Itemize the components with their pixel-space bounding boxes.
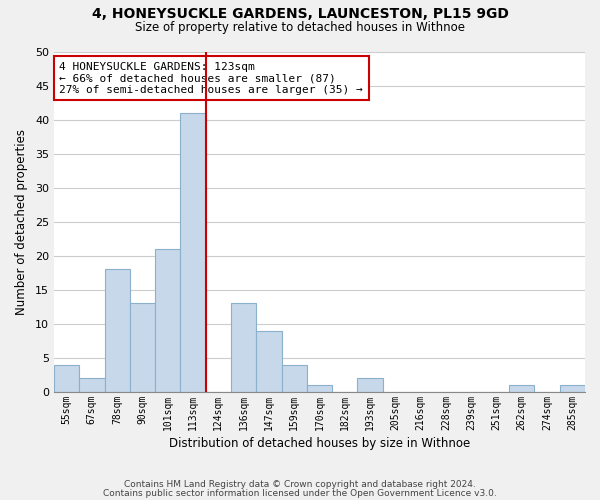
Bar (54, 365, 79, 392)
Bar (155, 249, 181, 392)
Text: Size of property relative to detached houses in Withnoe: Size of property relative to detached ho… (135, 21, 465, 34)
Bar (79, 378, 104, 392)
Text: Contains public sector information licensed under the Open Government Licence v3: Contains public sector information licen… (103, 488, 497, 498)
Text: 4 HONEYSUCKLE GARDENS: 123sqm
← 66% of detached houses are smaller (87)
27% of s: 4 HONEYSUCKLE GARDENS: 123sqm ← 66% of d… (59, 62, 363, 95)
Text: 4, HONEYSUCKLE GARDENS, LAUNCESTON, PL15 9GD: 4, HONEYSUCKLE GARDENS, LAUNCESTON, PL15… (92, 8, 508, 22)
Bar (104, 270, 130, 392)
Y-axis label: Number of detached properties: Number of detached properties (15, 129, 28, 315)
Bar (281, 365, 307, 392)
X-axis label: Distribution of detached houses by size in Withnoe: Distribution of detached houses by size … (169, 437, 470, 450)
Bar (560, 385, 585, 392)
Text: Contains HM Land Registry data © Crown copyright and database right 2024.: Contains HM Land Registry data © Crown c… (124, 480, 476, 489)
Bar (509, 385, 535, 392)
Bar (358, 378, 383, 392)
Bar (307, 385, 332, 392)
Bar (256, 330, 281, 392)
Bar (181, 113, 206, 392)
Bar (231, 304, 256, 392)
Bar (130, 304, 155, 392)
